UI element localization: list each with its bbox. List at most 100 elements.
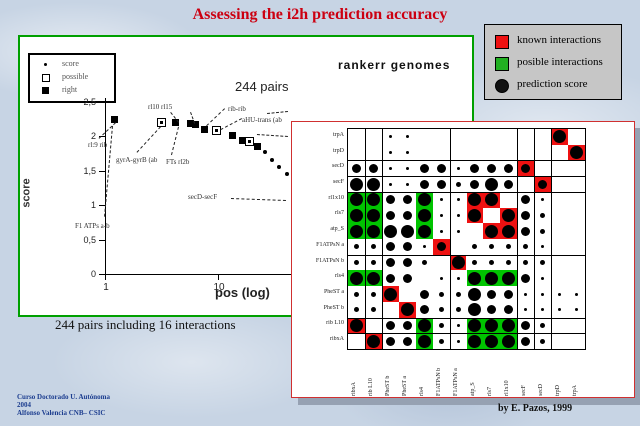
- prediction-score-dot: [385, 336, 395, 346]
- matrix-col-label: trpD: [554, 385, 561, 396]
- prediction-score-dot: [521, 320, 531, 330]
- legend-item-label: posible interactions: [517, 56, 603, 68]
- prediction-score-dot: [370, 291, 376, 297]
- prediction-score-dot: [436, 163, 446, 173]
- annotation-leader-line: [256, 134, 288, 137]
- chart-annotation: secD-secF: [188, 193, 218, 201]
- y-tick-label: 2,5: [83, 97, 96, 107]
- prediction-score-dot: [370, 307, 376, 313]
- prediction-score-dot: [558, 308, 562, 312]
- prediction-score-dot: [436, 242, 446, 252]
- prediction-score-dot: [489, 244, 495, 250]
- y-tick-mark: [99, 102, 106, 103]
- x-tick-label: 10: [213, 282, 225, 293]
- matrix-group-line-vertical: [449, 129, 451, 349]
- prediction-score-dot: [521, 163, 531, 173]
- open-square-center-dot: [247, 140, 251, 144]
- matrix-group-line-horizontal: [348, 317, 585, 319]
- legend-item: posible interactions: [495, 56, 615, 71]
- prediction-score-dot: [351, 163, 361, 173]
- mini-legend-row: possible: [36, 72, 110, 84]
- prediction-score-dot: [468, 271, 482, 285]
- prediction-score-dot: [388, 135, 392, 139]
- matrix-col-label: rls4: [419, 387, 426, 396]
- y-tick-mark: [99, 205, 106, 207]
- prediction-score-dot: [523, 260, 529, 266]
- y-tick-mark: [99, 136, 106, 138]
- matrix-col-label: F1ATPsN b: [436, 367, 443, 396]
- prediction-score-dot: [419, 163, 429, 173]
- prediction-score-dot: [521, 210, 531, 220]
- y-tick-label: 1,5: [83, 165, 96, 176]
- prediction-score-dot: [417, 334, 431, 348]
- prediction-score-dot: [470, 163, 480, 173]
- prediction-score-dot: [366, 271, 380, 285]
- chart-annotation: rib-rib: [228, 105, 246, 113]
- prediction-score-dot: [383, 287, 397, 301]
- matrix-group-line-vertical: [534, 129, 536, 349]
- prediction-score-dot: [487, 289, 497, 299]
- y-tick-mark: [99, 239, 106, 241]
- prediction-score-dot: [349, 224, 363, 238]
- open-square-center-dot: [214, 129, 218, 133]
- matrix-group-line-vertical: [517, 129, 519, 349]
- prediction-score-dot: [504, 179, 514, 189]
- chart-corner-label: rankerr genomes: [338, 58, 451, 72]
- prediction-score-dot: [541, 276, 545, 280]
- prediction-score-dot: [370, 244, 376, 250]
- matrix-row-label: rls4: [335, 273, 344, 280]
- data-point-right: [238, 136, 246, 144]
- prediction-score-dot: [521, 195, 531, 205]
- matrix-group-line-vertical: [551, 129, 553, 349]
- mini-legend-label: score: [62, 59, 79, 68]
- data-point-right: [254, 143, 262, 151]
- prediction-score-dot: [385, 258, 395, 268]
- prediction-score-dot: [353, 291, 359, 297]
- prediction-score-dot: [455, 181, 461, 187]
- x-tick-mark: [105, 274, 106, 280]
- page-title: Assessing the i2h prediction accuracy: [192, 6, 448, 23]
- prediction-score-dot: [487, 163, 497, 173]
- matrix-col-label: secF: [520, 385, 527, 396]
- data-point-right: [172, 118, 180, 126]
- prediction-score-dot: [456, 323, 460, 327]
- prediction-score-dot: [366, 193, 380, 207]
- prediction-score-dot: [451, 256, 465, 270]
- prediction-score-dot: [366, 334, 380, 348]
- data-point-score: [269, 157, 274, 162]
- prediction-score-dot: [575, 292, 579, 296]
- prediction-score-dot: [485, 334, 499, 348]
- prediction-score-dot: [419, 179, 429, 189]
- prediction-score-dot: [472, 244, 478, 250]
- prediction-score-dot: [456, 229, 460, 233]
- prediction-score-dot: [472, 260, 478, 266]
- chart-annotation: gyrA-gyrB (ab: [116, 156, 158, 164]
- matrix-group-line-vertical: [364, 129, 366, 349]
- green-square-icon: [495, 57, 509, 71]
- prediction-score-dot: [405, 182, 409, 186]
- matrix-group-line-vertical: [381, 129, 383, 349]
- matrix-col-label: atp_S: [469, 382, 476, 396]
- matrix-row-label: rls7: [335, 210, 344, 217]
- prediction-score-dot: [438, 291, 444, 297]
- open-square-marker-icon: [42, 74, 50, 82]
- prediction-score-dot: [540, 228, 546, 234]
- matrix-row-label: atp_S: [330, 226, 344, 233]
- prediction-score-dot: [524, 308, 528, 312]
- prediction-score-dot: [417, 224, 431, 238]
- prediction-score-dot: [349, 193, 363, 207]
- data-point-right: [186, 120, 194, 128]
- mini-legend-row: score: [36, 59, 110, 71]
- prediction-score-dot: [349, 318, 363, 332]
- prediction-score-dot: [456, 213, 460, 217]
- matrix-grid: [347, 128, 586, 350]
- prediction-score-dot: [541, 292, 545, 296]
- prediction-score-dot: [524, 292, 528, 296]
- prediction-score-dot: [385, 195, 395, 205]
- prediction-score-dot: [570, 146, 584, 160]
- matrix-row-label: trpD: [333, 147, 344, 154]
- prediction-score-dot: [353, 307, 359, 313]
- annotation-leader-line: [220, 118, 242, 130]
- prediction-score-dot: [504, 163, 514, 173]
- prediction-score-dot: [368, 163, 378, 173]
